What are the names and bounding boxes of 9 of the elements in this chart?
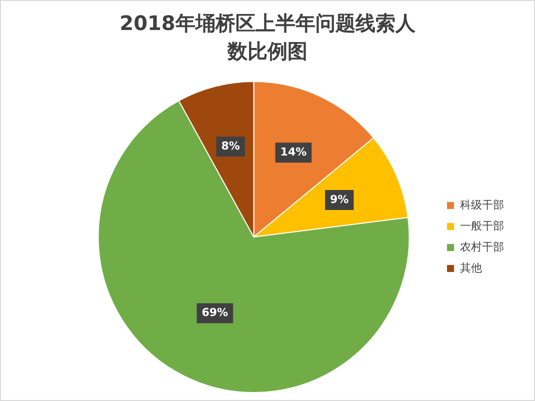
chart-title: 2018年埇桥区上半年问题线索人数比例图 [118,10,416,65]
data-label: 9% [330,192,349,206]
legend-label: 其他 [460,262,482,275]
data-label: 14% [280,145,307,158]
data-label: 69% [202,306,228,320]
legend-label: 农村干部 [460,240,504,254]
legend-label: 科级干部 [460,198,504,212]
legend-label: 一般干部 [460,220,504,233]
data-label: 8% [221,139,240,152]
